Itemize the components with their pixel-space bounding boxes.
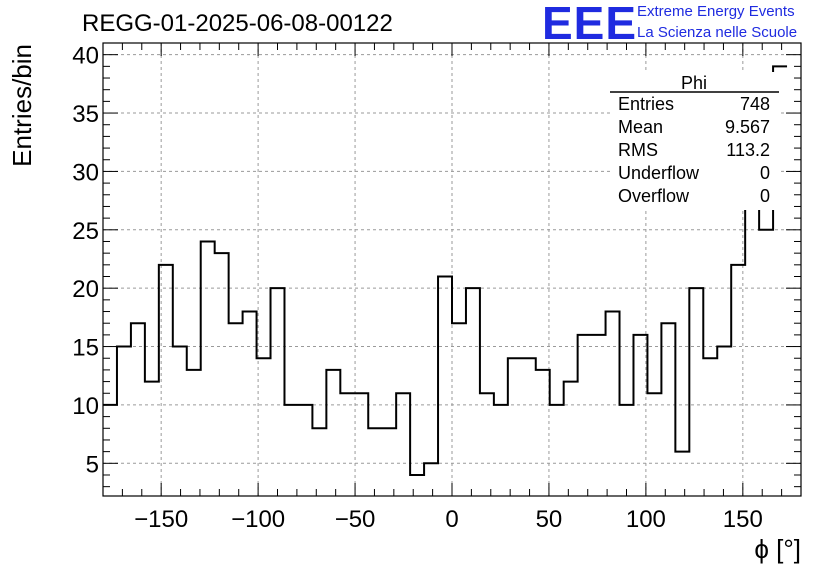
x-tick-label: 50 [536,506,563,533]
stats-label: RMS [618,140,658,160]
histogram-line [103,65,788,476]
stats-name: Phi [681,73,707,93]
eee-logo: EEE [542,0,638,49]
stats-label: Underflow [618,163,700,183]
y-axis-label: Entries/bin [7,44,37,167]
stats-value: 113.2 [726,140,770,160]
stats-label: Overflow [618,186,690,206]
x-tick-label: −100 [231,506,285,533]
stats-value: 0 [760,163,770,183]
y-tick-label: 10 [72,393,99,420]
logo-caption-line2: La Scienza nelle Scuole [637,24,798,41]
y-tick-label: 30 [72,159,99,186]
x-tick-label: 0 [445,506,458,533]
stats-box [610,72,779,210]
stats-value: 9.567 [725,117,770,137]
stats-label: Mean [618,117,663,137]
stats-label: Entries [618,94,674,114]
y-tick-label: 5 [86,451,99,478]
x-tick-label: 150 [723,506,763,533]
stats-value: 748 [740,94,770,114]
y-tick-label: 40 [72,43,99,70]
y-tick-label: 35 [72,101,99,128]
x-tick-label: −150 [134,506,188,533]
page-title: REGG-01-2025-06-08-00122 [82,10,393,37]
x-axis-label: ϕ [°] [754,534,801,564]
y-tick-label: 20 [72,276,99,303]
logo-caption-line1: Extreme Energy Events [637,3,795,20]
x-tick-label: 100 [626,506,666,533]
y-tick-label: 25 [72,218,99,245]
y-tick-label: 15 [72,335,99,362]
stats-value: 0 [760,186,770,206]
x-tick-label: −50 [335,506,376,533]
